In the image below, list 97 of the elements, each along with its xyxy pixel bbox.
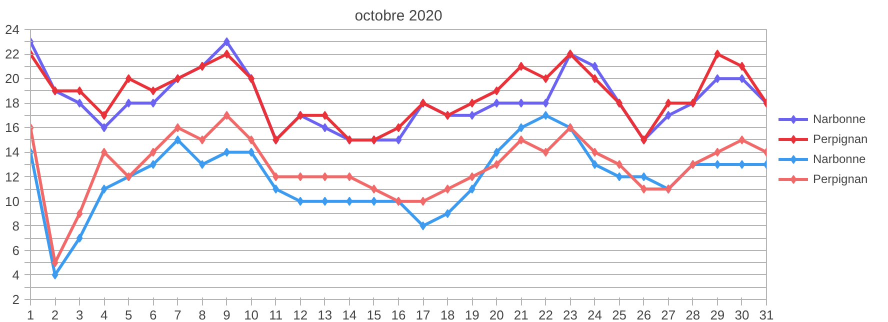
point — [370, 184, 378, 194]
legend-label: Perpignan — [813, 172, 868, 186]
y-tick-label: 18 — [5, 96, 20, 111]
x-tick-label: 31 — [759, 308, 774, 322]
y-tick-label: 22 — [5, 46, 20, 62]
x-tick-label: 22 — [538, 308, 553, 322]
x-tick-label: 28 — [686, 308, 700, 322]
point — [100, 110, 108, 120]
point — [714, 160, 721, 169]
x-tick-label: 12 — [293, 308, 308, 322]
point — [714, 148, 721, 157]
point — [444, 184, 451, 194]
point — [322, 196, 328, 206]
x-tick-label: 24 — [588, 308, 602, 322]
y-tick-label: 6 — [12, 242, 20, 258]
point — [714, 74, 721, 84]
x-tick-label: 18 — [440, 308, 455, 322]
point — [346, 196, 353, 206]
x-tick-label: 3 — [76, 308, 84, 322]
point — [76, 98, 83, 108]
x-tick-label: 8 — [198, 308, 206, 322]
x-tick-label: 11 — [269, 308, 283, 322]
x-tick-label: 9 — [223, 308, 230, 322]
point — [738, 74, 746, 84]
point — [468, 110, 476, 120]
point — [100, 184, 108, 194]
y-tick-label: 20 — [5, 71, 20, 86]
point — [420, 221, 426, 230]
point — [420, 196, 426, 206]
y-tick-label: 4 — [12, 267, 20, 282]
y-tick-label: 8 — [12, 218, 20, 234]
legend-label: Narbonne — [813, 112, 866, 126]
legend-label: Perpignan — [813, 132, 868, 146]
x-tick-label: 6 — [150, 308, 157, 322]
point — [665, 98, 672, 108]
point — [468, 98, 476, 108]
point — [468, 184, 476, 194]
x-tick-label: 27 — [661, 308, 676, 322]
x-tick-label: 21 — [514, 308, 528, 322]
point — [493, 98, 500, 108]
point — [468, 172, 476, 182]
point — [322, 110, 328, 120]
x-tick-label: 14 — [342, 308, 357, 322]
point — [592, 160, 598, 169]
x-tick-label: 17 — [416, 308, 430, 322]
point — [297, 172, 304, 182]
point — [493, 160, 500, 169]
y-tick-label: 10 — [5, 194, 20, 209]
x-tick-label: 16 — [391, 308, 406, 322]
x-tick-label: 23 — [563, 308, 578, 322]
legend-label: Narbonne — [813, 152, 866, 166]
x-tick-label: 29 — [710, 308, 725, 322]
x-tick-label: 20 — [489, 308, 504, 322]
point — [100, 148, 108, 157]
y-tick-label: 14 — [5, 144, 20, 160]
x-tick-label: 10 — [244, 308, 259, 322]
x-tick-label: 1 — [26, 308, 34, 322]
x-tick-label: 7 — [174, 308, 182, 322]
point — [395, 135, 402, 144]
point — [444, 209, 451, 218]
y-tick-label: 2 — [12, 292, 20, 307]
point — [76, 209, 83, 218]
point — [322, 172, 328, 182]
x-tick-label: 2 — [51, 308, 59, 322]
point — [125, 74, 132, 84]
point — [665, 110, 672, 120]
point — [738, 62, 746, 71]
point — [493, 86, 500, 96]
point — [297, 196, 304, 206]
point — [395, 123, 402, 132]
x-tick-label: 25 — [612, 308, 627, 322]
point — [738, 160, 746, 169]
point — [616, 160, 622, 169]
point — [100, 123, 108, 132]
point — [493, 148, 500, 157]
x-tick-label: 5 — [125, 308, 132, 322]
point — [714, 50, 721, 59]
x-tick-label: 13 — [318, 308, 332, 322]
point — [346, 172, 353, 182]
y-tick-label: 16 — [5, 120, 20, 136]
y-tick-label: 24 — [5, 22, 20, 37]
point — [738, 135, 746, 144]
point — [76, 86, 83, 96]
chart-title: octobre 2020 — [354, 8, 442, 24]
point — [76, 234, 83, 243]
point — [322, 123, 328, 132]
x-tick-label: 30 — [734, 308, 750, 322]
x-tick-label: 4 — [100, 308, 108, 322]
y-tick-label: 12 — [5, 169, 20, 184]
point — [199, 160, 206, 169]
x-tick-label: 19 — [464, 308, 480, 322]
x-tick-label: 26 — [636, 308, 652, 322]
x-tick-label: 15 — [366, 308, 382, 322]
point — [125, 98, 132, 108]
point — [370, 196, 378, 206]
point — [150, 160, 156, 169]
point — [52, 270, 58, 280]
